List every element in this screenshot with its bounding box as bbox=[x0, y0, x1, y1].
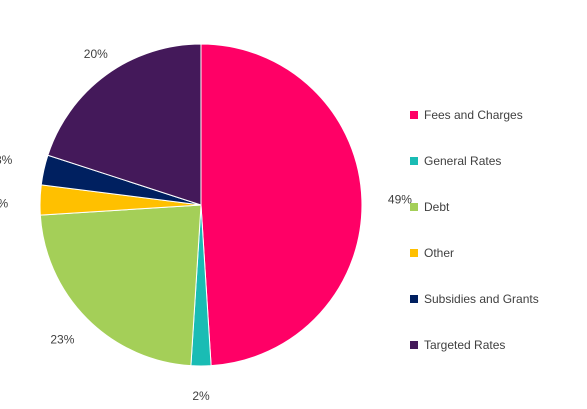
data-label-subsidies-and-grants: 3% bbox=[0, 153, 13, 167]
legend-swatch bbox=[410, 157, 418, 165]
legend-swatch bbox=[410, 203, 418, 211]
legend-swatch bbox=[410, 111, 418, 119]
pie-slices bbox=[39, 43, 363, 367]
legend-label: Debt bbox=[424, 200, 450, 214]
data-label-general-rates: 2% bbox=[192, 389, 210, 403]
legend-swatch bbox=[410, 295, 418, 303]
legend-item-fees-and-charges: Fees and Charges bbox=[410, 92, 580, 138]
legend-swatch bbox=[410, 341, 418, 349]
legend-item-other: Other bbox=[410, 230, 580, 276]
legend-label: Fees and Charges bbox=[424, 108, 523, 122]
legend-label: General Rates bbox=[424, 154, 502, 168]
data-label-fees-and-charges: 49% bbox=[388, 192, 412, 206]
legend-label: Targeted Rates bbox=[424, 338, 506, 352]
data-label-targeted-rates: 20% bbox=[84, 47, 108, 61]
data-label-other: 3% bbox=[0, 196, 8, 210]
legend-label: Other bbox=[424, 246, 455, 260]
legend-item-debt: Debt bbox=[410, 184, 580, 230]
pie-slice-fees-and-charges bbox=[200, 43, 363, 367]
legend-label: Subsidies and Grants bbox=[424, 292, 539, 306]
chart-legend: Fees and Charges General Rates Debt Other Su… bbox=[410, 92, 580, 368]
pie-slice-debt bbox=[39, 204, 202, 367]
legend-item-general-rates: General Rates bbox=[410, 138, 580, 184]
legend-swatch bbox=[410, 249, 418, 257]
pie-slice-targeted-rates bbox=[47, 43, 202, 206]
legend-item-targeted-rates: Targeted Rates bbox=[410, 322, 580, 368]
pie-data-labels: 49% 2% 23% 3% 3% 20% bbox=[0, 47, 412, 403]
legend-item-subsidies-and-grants: Subsidies and Grants bbox=[410, 276, 580, 322]
data-label-debt: 23% bbox=[50, 333, 74, 347]
